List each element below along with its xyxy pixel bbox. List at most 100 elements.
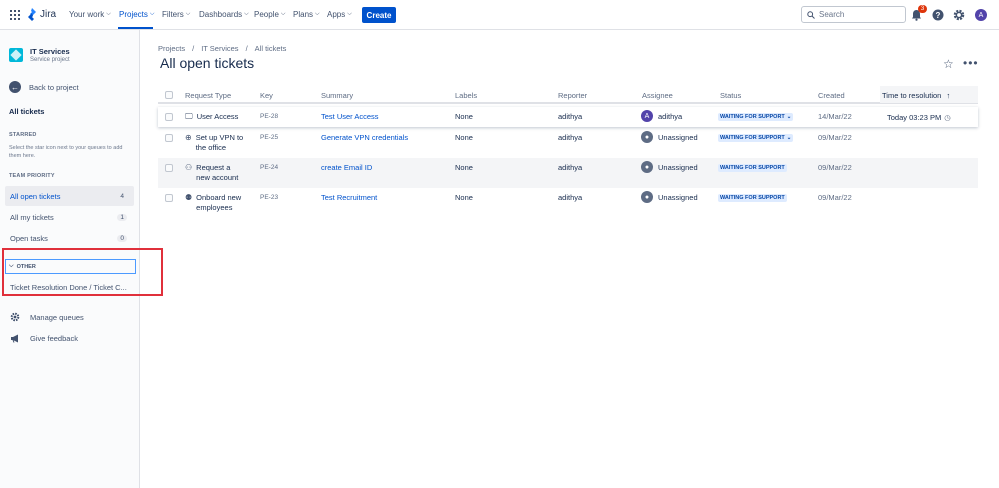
assignee-cell[interactable]: ● Unassigned [641,161,698,173]
nav-plans[interactable]: Plans ⌵ [293,10,320,19]
chevron-down-icon: ⌄ [786,114,792,120]
chevron-down-icon: ⌵ [149,11,155,17]
breadcrumb-projects[interactable]: Projects [158,44,186,53]
table-row[interactable]: ⚇ Request a new account PE-24 create Emai… [158,158,978,188]
column-status[interactable]: Status [720,91,742,100]
unassigned-avatar-icon: ● [641,191,653,203]
issue-key: PE-24 [260,164,279,171]
create-button[interactable]: Create [362,7,396,23]
project-name: IT Services [30,47,70,56]
chevron-down-icon: ⌵ [106,11,111,17]
give-feedback-label: Give feedback [30,333,78,343]
labels-cell: None [455,112,473,121]
app-switcher-icon[interactable] [10,10,20,20]
starred-hint: Select the star icon next to your queues… [9,145,123,159]
breadcrumb-project[interactable]: IT Services [201,44,239,53]
jira-logo[interactable]: Jira [27,8,56,21]
nav-projects[interactable]: Projects ⌵ [119,10,155,19]
manage-queues-button[interactable]: Manage queues [10,312,84,322]
issue-key: PE-25 [260,134,279,141]
table-row[interactable]: ⊕ Set up VPN to the office PE-25 Generate… [158,128,978,158]
issue-key: PE-23 [260,194,279,201]
created-cell: 14/Mar/22 [818,112,852,121]
reporter-cell: adithya [558,193,583,202]
svg-text:?: ? [936,11,941,20]
nav-people[interactable]: People ⌵ [254,10,286,19]
chevron-down-icon: ⌵ [9,263,14,269]
other-section-title: OTHER [16,263,36,270]
back-to-project-label: Back to project [29,82,79,92]
row-checkbox[interactable] [165,134,173,142]
give-feedback-button[interactable]: Give feedback [10,333,78,343]
queue-all-my-tickets[interactable]: All my tickets 1 [5,207,134,227]
request-type-cell: ⚇ Request a new account [185,163,239,182]
labels-cell: None [455,193,473,202]
column-time-to-resolution[interactable]: Time to resolution ↑ [880,86,978,103]
project-type: Service project [30,57,70,63]
column-labels[interactable]: Labels [455,91,478,100]
created-cell: 09/Mar/22 [818,133,852,142]
breadcrumb-queue[interactable]: All tickets [254,44,287,53]
avatar: A [641,110,653,122]
team-priority-section-title: TEAM PRIORITY [9,173,55,179]
select-all-checkbox[interactable] [165,91,173,99]
status-badge[interactable]: WAITING FOR SUPPORT ⌄ [718,113,794,121]
time-to-resolution-cell: Today 03:23 PM ◷ [887,113,951,122]
queue-count: 0 [117,234,127,242]
queue-count: 4 [120,192,124,200]
status-badge[interactable]: WAITING FOR SUPPORT [718,194,787,202]
column-time-to-resolution-label: Time to resolution [882,91,942,100]
table-row[interactable]: ⚉ Onboard new employees PE-23 Test Recrui… [158,188,978,218]
unassigned-avatar-icon: ● [641,131,653,143]
back-to-project-button[interactable]: ← Back to project [9,81,79,93]
chevron-down-icon: ⌵ [315,11,320,17]
people-icon: ⚉ [185,193,193,202]
labels-cell: None [455,133,473,142]
megaphone-icon [11,334,18,343]
monitor-icon: 🖵 [185,112,193,121]
search-box[interactable] [801,6,906,23]
nav-filters[interactable]: Filters ⌵ [162,10,191,19]
settings-gear-icon[interactable] [953,9,965,21]
column-assignee[interactable]: Assignee [642,91,673,100]
star-icon[interactable]: ☆ [943,57,954,71]
nav-dashboards[interactable]: Dashboards ⌵ [199,10,249,19]
queue-all-open-tickets[interactable]: All open tickets 4 [5,186,134,206]
user-avatar[interactable]: A [975,9,987,21]
queue-open-tasks[interactable]: Open tasks 0 [5,228,134,248]
arrow-left-icon: ← [9,81,21,93]
add-account-icon: ⚇ [185,163,193,172]
reporter-cell: adithya [558,133,583,142]
reporter-cell: adithya [558,163,583,172]
queue-count: 1 [117,213,127,221]
row-checkbox[interactable] [165,164,173,172]
nav-apps[interactable]: Apps ⌵ [327,10,352,19]
help-icon[interactable]: ? [932,9,944,21]
status-badge[interactable]: WAITING FOR SUPPORT ⌄ [718,134,794,142]
assignee-cell[interactable]: ● Unassigned [641,191,698,203]
table-row[interactable]: 🖵 User Access PE-28 Test User Access None… [158,107,978,127]
arrow-up-icon: ↑ [946,91,951,100]
assignee-cell[interactable]: ● Unassigned [641,131,698,143]
status-badge[interactable]: WAITING FOR SUPPORT [718,164,787,172]
sidebar-heading: All tickets [9,107,45,116]
issue-summary-link[interactable]: Test Recruitment [321,193,378,202]
issue-summary-link[interactable]: Test User Access [321,112,379,121]
issue-summary-link[interactable]: Generate VPN credentials [321,133,409,142]
column-reporter[interactable]: Reporter [558,91,588,100]
nav-your-work[interactable]: Your work ⌵ [69,10,111,19]
search-icon [807,10,815,19]
column-key[interactable]: Key [260,91,273,100]
column-created[interactable]: Created [818,91,845,100]
more-actions-icon[interactable]: ••• [963,56,979,70]
row-checkbox[interactable] [165,194,173,202]
row-checkbox[interactable] [165,113,173,121]
column-request-type[interactable]: Request Type [185,91,232,100]
column-summary[interactable]: Summary [321,91,354,100]
top-navigation: Jira Your work ⌵ Projects ⌵ Filters ⌵ Dashb… [0,0,999,30]
search-input[interactable] [819,10,899,19]
created-cell: 09/Mar/22 [818,163,852,172]
issue-summary-link[interactable]: create Email ID [321,163,373,172]
other-section-toggle[interactable]: ⌵ OTHER [5,259,136,274]
